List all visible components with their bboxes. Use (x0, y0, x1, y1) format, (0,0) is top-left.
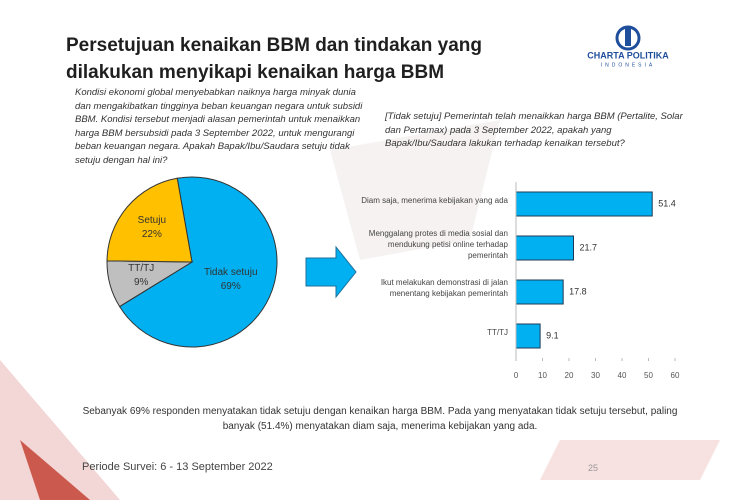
value-label: 17.8 (569, 286, 587, 296)
title: Persetujuan kenaikan BBM dan tindakan ya… (66, 35, 482, 83)
category-label: Menggalang protes di media sosial dan me… (368, 228, 508, 260)
x-tick-label: 20 (565, 371, 574, 380)
bar (515, 191, 653, 217)
slice-label: Tidak setuju (203, 266, 258, 278)
footer: Periode Survei: 6 - 13 September 2022 (82, 461, 273, 473)
category-label: TT/TJ (487, 327, 508, 337)
logo-sub: INDONESIA (601, 62, 656, 68)
x-tick-label: 30 (591, 371, 600, 380)
value-label: 51.4 (658, 198, 676, 208)
slice-label: Setuju (137, 215, 167, 227)
value-label: 21.7 (580, 242, 598, 252)
decor (540, 440, 720, 480)
slice-value: 9% (133, 277, 149, 289)
pie-question: Kondisi ekonomi global menyebabkan naikn… (75, 87, 363, 166)
arrow (305, 245, 357, 299)
pie-slice (106, 177, 193, 263)
logo: CHARTA POLITIKA (587, 50, 669, 60)
x-tick-label: 40 (618, 371, 627, 380)
decor (20, 440, 90, 500)
bar-chart: 0 10 20 30 40 50 60 51.4 21.7 17.8 9.1 (514, 182, 680, 380)
logo-mark (615, 25, 641, 51)
slice-value: 22% (141, 229, 162, 241)
slice-label: TT/TJ (128, 263, 155, 275)
x-tick-label: 50 (644, 371, 653, 380)
category-label: Diam saja, menerima kebijakan yang ada (361, 195, 508, 205)
x-tick-label: 60 (671, 371, 680, 380)
logo-mark (625, 28, 631, 46)
pie (106, 176, 278, 348)
summary: Sebanyak 69% responden menyatakan tidak … (82, 406, 678, 432)
bar (515, 235, 575, 261)
x-tick-label: 10 (538, 371, 547, 380)
bar-question: [Tidak setuju] Pemerintah telah menaikka… (385, 111, 683, 149)
pie-slice (118, 176, 278, 348)
x-tick-label: 0 (514, 371, 519, 380)
bar (515, 323, 541, 349)
bar (515, 279, 564, 305)
page-number: 25 (588, 463, 599, 473)
decor (330, 120, 500, 260)
value-label: 9.1 (546, 330, 559, 340)
category-label: Ikut melakukan demonstrasi di jalan mene… (380, 278, 508, 298)
slice-value: 69% (220, 280, 241, 292)
